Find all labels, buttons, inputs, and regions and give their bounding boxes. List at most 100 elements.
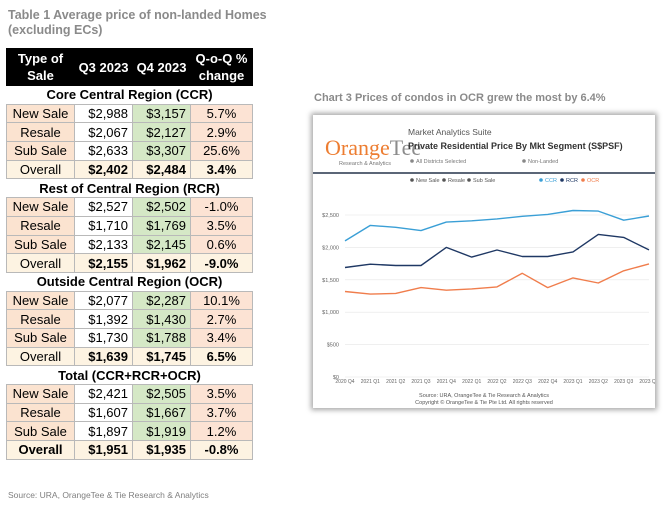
q3-price: $1,639 [74, 346, 133, 367]
series-line-ocr [344, 263, 650, 295]
qoq-change: 3.5% [190, 384, 253, 404]
q3-price: $1,897 [74, 421, 133, 442]
row-label: Overall [6, 440, 75, 460]
y-tick-label: $1,500 [322, 278, 339, 284]
row-label: New Sale [6, 290, 75, 311]
region-header-row: Core Central Region (CCR) [6, 85, 253, 105]
x-axis-labels: 2020 Q4 2021 Q1 2021 Q2 2021 Q3 2021 Q4 2022 … [335, 379, 655, 385]
chart-footer-copyright: Copyright © OrangeTee & Tie Pte Ltd. All… [415, 399, 553, 406]
row-label: Sub Sale [6, 141, 75, 161]
price-line-chart: OrangeTee Research & Analytics Market An… [313, 127, 655, 406]
region-header: Total (CCR+RCR+OCR) [6, 365, 253, 385]
table-row: Sub Sale $2,133 $2,145 0.6% [6, 234, 253, 255]
q3-price: $1,710 [74, 215, 133, 236]
table-row: Resale $1,607 $1,667 3.7% [6, 402, 253, 423]
logo-orange-text: Orange [325, 135, 390, 160]
q3-price: $1,951 [74, 440, 133, 460]
filter-bullet-icon [522, 159, 526, 163]
row-label: Resale [6, 215, 75, 236]
q3-price: $2,633 [74, 141, 133, 161]
q3-price: $2,077 [74, 290, 133, 311]
qoq-change: 2.9% [190, 122, 253, 143]
q3-price: $1,392 [74, 309, 133, 329]
q3-price: $2,155 [74, 253, 133, 273]
filter-bullet-icon [410, 159, 414, 163]
table-row: New Sale $2,077 $2,287 10.1% [6, 290, 253, 311]
q3-price: $2,133 [74, 234, 133, 255]
logo-subtitle: Research & Analytics [339, 161, 391, 167]
x-tick-label: 2023 Q2 [589, 379, 608, 385]
col-header-type: Type of Sale [6, 48, 75, 86]
region-header-row: Rest of Central Region (RCR) [6, 178, 253, 198]
chart-title: Private Residential Price By Mkt Segment… [408, 141, 623, 151]
row-label: Resale [6, 402, 75, 423]
row-label: Sub Sale [6, 234, 75, 255]
q4-price: $2,505 [132, 384, 191, 404]
x-tick-label: 2023 Q1 [563, 379, 582, 385]
row-label: Overall [6, 346, 75, 367]
sale-bullet-icon [467, 178, 471, 182]
q4-price: $2,502 [132, 197, 191, 217]
region-header-row: Outside Central Region (OCR) [6, 272, 253, 292]
x-tick-label: 2020 Q4 [335, 379, 354, 385]
q4-price: $2,127 [132, 122, 191, 143]
region-header-row: Total (CCR+RCR+OCR) [6, 365, 253, 385]
legend-label-ccr: CCR [545, 178, 557, 184]
x-tick-label: 2022 Q3 [513, 379, 532, 385]
chart-grid: $0 $500 $1,000 $1,500 $2,000 $2,500 [322, 213, 649, 381]
region-header: Outside Central Region (OCR) [6, 272, 253, 292]
col-header-change: Q-o-Q % change [190, 48, 253, 86]
x-tick-label: 2021 Q4 [437, 379, 456, 385]
table-row: Resale $2,067 $2,127 2.9% [6, 122, 253, 143]
col-header-q4: Q4 2023 [132, 48, 191, 86]
y-tick-label: $500 [327, 343, 339, 349]
qoq-change: 3.7% [190, 402, 253, 423]
qoq-change: -1.0% [190, 197, 253, 217]
row-label: New Sale [6, 384, 75, 404]
row-label: Overall [6, 253, 75, 273]
chart-footer-source: Source: URA, OrangeTee & Tie Research & … [419, 393, 549, 399]
row-label: Resale [6, 122, 75, 143]
region-header: Core Central Region (CCR) [6, 85, 253, 105]
table-row: Sub Sale $1,730 $1,788 3.4% [6, 327, 253, 348]
table-row: Resale $1,392 $1,430 2.7% [6, 309, 253, 329]
table-row: Overall $2,155 $1,962 -9.0% [6, 253, 253, 273]
qoq-change: 3.4% [190, 159, 253, 180]
row-label: Resale [6, 309, 75, 329]
q4-price: $1,430 [132, 309, 191, 329]
q4-price: $2,287 [132, 290, 191, 311]
row-label: New Sale [6, 103, 75, 124]
q3-price: $1,607 [74, 402, 133, 423]
table-title: Table 1 Average price of non-landed Home… [8, 8, 267, 37]
table-row: Sub Sale $1,897 $1,919 1.2% [6, 421, 253, 442]
q4-price: $1,919 [132, 421, 191, 442]
legend-resale: Resale [448, 178, 465, 184]
q3-price: $2,988 [74, 103, 133, 124]
qoq-change: 10.1% [190, 290, 253, 311]
row-label: Overall [6, 159, 75, 180]
series-line-rcr [344, 233, 650, 269]
table-row: New Sale $2,988 $3,157 5.7% [6, 103, 253, 124]
q4-price: $1,667 [132, 402, 191, 423]
x-tick-label: 2021 Q2 [386, 379, 405, 385]
q3-price: $1,730 [74, 327, 133, 348]
q3-price: $2,527 [74, 197, 133, 217]
filter-all-districts: All Districts Selected [416, 159, 466, 165]
table-row: Resale $1,710 $1,769 3.5% [6, 215, 253, 236]
qoq-change: 2.7% [190, 309, 253, 329]
y-tick-label: $1,000 [322, 310, 339, 316]
chart-lines [344, 209, 650, 295]
x-tick-label: 2022 Q4 [538, 379, 557, 385]
y-tick-label: $2,500 [322, 213, 339, 219]
x-tick-label: 2023 Q4 [639, 379, 655, 385]
qoq-change: 3.5% [190, 215, 253, 236]
filter-non-landed: Non-Landed [528, 159, 558, 165]
q4-price: $3,157 [132, 103, 191, 124]
legend-sub-sale: Sub Sale [473, 178, 495, 184]
y-tick-label: $2,000 [322, 245, 339, 251]
table-source: Source: URA, OrangeTee & Tie Research & … [8, 490, 209, 500]
x-tick-label: 2021 Q3 [411, 379, 430, 385]
table-row: Overall $1,951 $1,935 -0.8% [6, 440, 253, 460]
orangetee-logo: OrangeTee [325, 135, 421, 160]
qoq-change: 6.5% [190, 346, 253, 367]
